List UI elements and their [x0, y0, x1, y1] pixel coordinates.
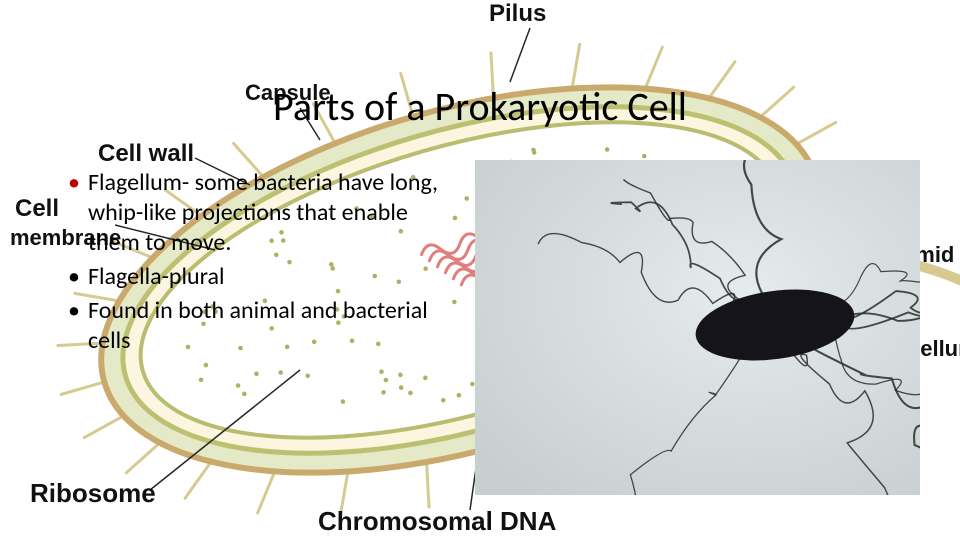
- bacterium-photo: [475, 160, 920, 495]
- diagram-label: Pilus: [489, 0, 546, 28]
- diagram-label: Ribosome: [30, 478, 156, 509]
- page-title: Parts of a Prokaryotic Cell: [0, 82, 960, 131]
- bullet-list: Flagellum- some bacteria have long, whip…: [68, 168, 458, 360]
- diagram-label: Cell wall: [98, 140, 194, 168]
- bullet-item: Flagella-plural: [68, 262, 458, 292]
- slide: PilusCapsuleCell wallCellmembranePlasmid…: [0, 0, 960, 540]
- bullet-item: Found in both animal and bacterial cells: [68, 296, 458, 356]
- bullet-item: Flagellum- some bacteria have long, whip…: [68, 168, 458, 258]
- diagram-label: Cell: [15, 195, 59, 223]
- diagram-label: Chromosomal DNA: [318, 506, 556, 537]
